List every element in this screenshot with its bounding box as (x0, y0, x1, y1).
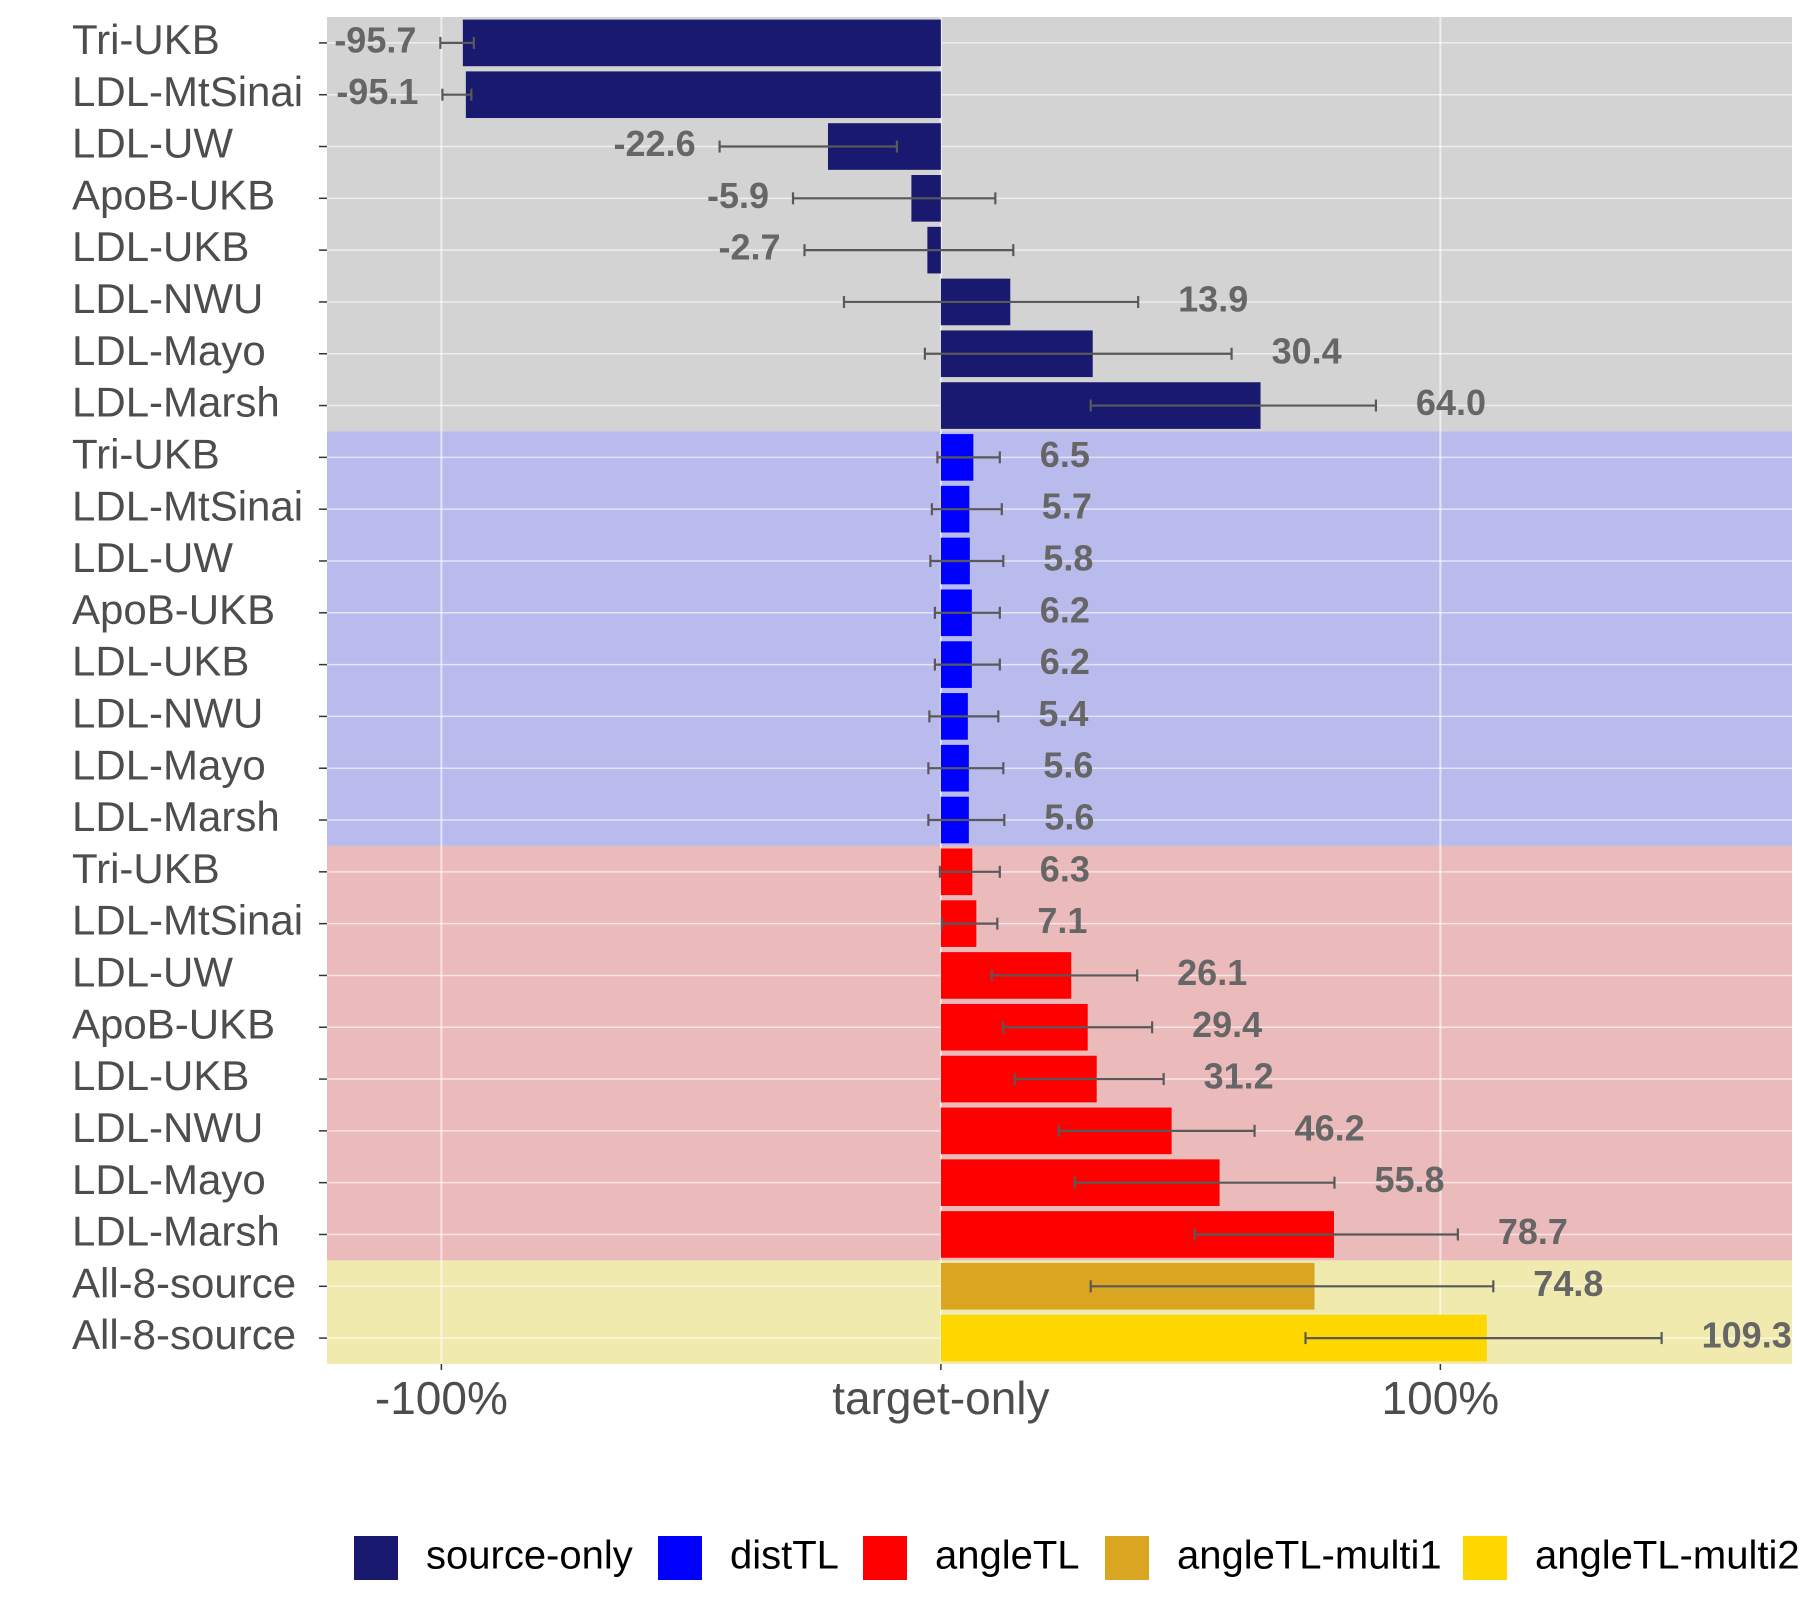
value-label: 31.2 (1204, 1056, 1274, 1097)
legend-key (863, 1536, 907, 1580)
value-label: 64.0 (1416, 382, 1486, 423)
bar (465, 71, 941, 119)
error-bar (938, 865, 1001, 878)
error-bar (842, 295, 1140, 308)
value-label: -2.7 (718, 227, 780, 268)
legend-label: angleTL (935, 1534, 1080, 1578)
error-bar (439, 36, 475, 49)
legend-key (658, 1536, 702, 1580)
legend-key (1463, 1536, 1507, 1580)
y-tick-label: LDL-UW (72, 949, 233, 996)
value-label: -22.6 (614, 123, 696, 164)
error-bar (1304, 1332, 1663, 1345)
error-bar (1089, 1280, 1495, 1293)
y-tick-label: LDL-Marsh (72, 793, 280, 840)
value-label: 29.4 (1192, 1004, 1262, 1045)
error-bar (990, 969, 1139, 982)
error-bar (803, 244, 1015, 257)
y-tick-label: LDL-Mayo (72, 741, 266, 788)
error-bar (441, 88, 473, 101)
error-bar (936, 451, 1001, 464)
y-tick-label: Tri-UKB (72, 430, 220, 477)
y-tick-label: LDL-Marsh (72, 379, 280, 426)
error-bar (927, 814, 1006, 827)
value-label: 109.3 (1702, 1315, 1792, 1356)
value-label: 55.8 (1374, 1159, 1444, 1200)
group-band (327, 431, 1792, 846)
x-tick-label: target-only (832, 1372, 1049, 1424)
error-bar (929, 554, 1005, 567)
legend-label: distTL (730, 1534, 839, 1578)
error-bar (927, 762, 1005, 775)
legend-key (354, 1536, 398, 1580)
value-label: 5.6 (1044, 797, 1094, 838)
y-tick-label: LDL-MtSinai (72, 482, 303, 529)
value-label: 26.1 (1177, 952, 1247, 993)
error-bar (930, 503, 1003, 516)
x-tick-label: -100% (375, 1372, 508, 1424)
y-tick-label: ApoB-UKB (72, 586, 275, 633)
legend-label: angleTL-multi2 (1535, 1534, 1800, 1578)
value-label: 13.9 (1178, 278, 1248, 319)
value-label: -95.7 (334, 19, 416, 60)
legend-label: source-only (426, 1534, 633, 1578)
value-label: 5.6 (1043, 745, 1093, 786)
value-label: 6.5 (1040, 434, 1090, 475)
error-bar (1002, 1021, 1154, 1034)
error-bar (1089, 399, 1378, 412)
y-tick-label: LDL-UW (72, 120, 233, 167)
x-tick-label: 100% (1382, 1372, 1500, 1424)
value-label: -95.1 (336, 71, 418, 112)
y-tick-label: LDL-NWU (72, 275, 263, 322)
error-bar (718, 140, 899, 153)
y-tick-label: LDL-Marsh (72, 1208, 280, 1255)
bar (462, 19, 941, 67)
value-label: 5.4 (1038, 693, 1088, 734)
y-tick-label: LDL-UKB (72, 638, 249, 685)
y-tick-label: ApoB-UKB (72, 1000, 275, 1047)
y-tick-label: Tri-UKB (72, 16, 220, 63)
error-bar (791, 192, 997, 205)
error-bar (1193, 1228, 1459, 1241)
value-label: -5.9 (707, 175, 769, 216)
error-bar (928, 710, 1000, 723)
value-label: 5.8 (1043, 537, 1093, 578)
legend-key (1105, 1536, 1149, 1580)
value-label: 7.1 (1037, 900, 1087, 941)
y-tick-label: LDL-Mayo (72, 327, 266, 374)
error-bar (933, 658, 1001, 671)
y-tick-label: LDL-MtSinai (72, 897, 303, 944)
error-bar (1073, 1176, 1336, 1189)
y-tick-label: LDL-MtSinai (72, 68, 303, 115)
value-label: 30.4 (1272, 330, 1342, 371)
error-bar (1057, 1124, 1256, 1137)
y-tick-label: LDL-NWU (72, 689, 263, 736)
error-bar (933, 606, 1001, 619)
y-tick-label: LDL-Mayo (72, 1156, 266, 1203)
error-bar (940, 917, 999, 930)
y-tick-label: ApoB-UKB (72, 171, 275, 218)
y-tick-label: LDL-UKB (72, 223, 249, 270)
value-label: 6.2 (1040, 641, 1090, 682)
error-bar (1013, 1073, 1165, 1086)
y-tick-label: LDL-UW (72, 534, 233, 581)
value-label: 6.2 (1040, 589, 1090, 630)
value-label: 6.3 (1040, 848, 1090, 889)
value-label: 5.7 (1042, 486, 1092, 527)
y-tick-label: All-8-source (72, 1311, 296, 1358)
y-tick-label: Tri-UKB (72, 845, 220, 892)
value-label: 46.2 (1295, 1107, 1365, 1148)
y-tick-label: LDL-UKB (72, 1052, 249, 1099)
legend-label: angleTL-multi1 (1177, 1534, 1442, 1578)
y-tick-label: All-8-source (72, 1259, 296, 1306)
error-bar (923, 347, 1233, 360)
y-tick-label: LDL-NWU (72, 1104, 263, 1151)
value-label: 74.8 (1533, 1263, 1603, 1304)
value-label: 78.7 (1498, 1211, 1568, 1252)
